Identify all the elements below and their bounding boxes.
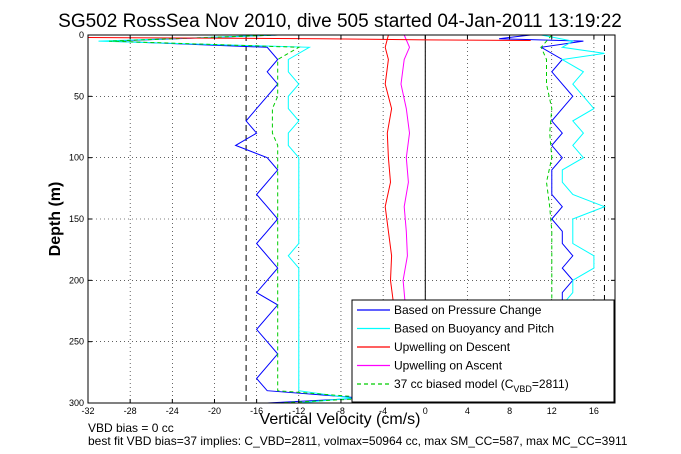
x-tick-label: 12 xyxy=(547,406,557,416)
x-tick-label: -16 xyxy=(250,406,263,416)
legend-label: Upwelling on Ascent xyxy=(394,359,503,373)
series-lines xyxy=(87,34,606,404)
x-axis-label: Vertical Velocity (cm/s) xyxy=(260,411,421,428)
y-axis-label: Depth (m) xyxy=(47,182,64,257)
x-tick-label: 4 xyxy=(465,406,470,416)
x-tick-label: -32 xyxy=(81,406,94,416)
series-line xyxy=(109,34,373,404)
legend-box xyxy=(351,299,615,403)
y-tick-label: 200 xyxy=(69,275,84,285)
series-line xyxy=(98,34,352,404)
y-tick-label: 150 xyxy=(69,214,84,224)
x-tick-label: -12 xyxy=(292,406,305,416)
series-line xyxy=(87,37,531,41)
series-line xyxy=(400,34,411,305)
x-tick-label: 0 xyxy=(423,406,428,416)
x-tick-label: -20 xyxy=(208,406,221,416)
x-tick-label: 8 xyxy=(507,406,512,416)
x-tick-label: 16 xyxy=(589,406,599,416)
legend-label: 37 cc biased model (CVBD=2811) xyxy=(394,377,569,394)
footer-best-fit: best fit VBD bias=37 implies: C_VBD=2811… xyxy=(88,434,628,448)
series-line xyxy=(109,34,363,404)
y-tick-label: 250 xyxy=(69,337,84,347)
series-line xyxy=(540,34,553,305)
x-tick-label: -8 xyxy=(337,406,345,416)
series-line xyxy=(541,34,606,306)
legend: Based on Pressure Change Based on Buoyanc… xyxy=(351,299,615,403)
y-tick-label: 300 xyxy=(69,398,84,408)
x-tick-label: -4 xyxy=(379,406,387,416)
series-line xyxy=(384,34,395,305)
legend-label: Upwelling on Descent xyxy=(394,340,511,354)
x-tick-label: -24 xyxy=(166,406,179,416)
legend-label: Based on Buoyancy and Pitch xyxy=(394,322,554,336)
legend-label: Based on Pressure Change xyxy=(394,303,542,317)
chart-title: SG502 RossSea Nov 2010, dive 505 started… xyxy=(58,11,622,32)
axis-ticks: -32 -28 -24 -20 -16 -12 -8 -4 0 4 8 12 16 0 50 100 150 20… xyxy=(69,30,615,416)
y-tick-label: 50 xyxy=(74,91,84,101)
x-tick-label: -28 xyxy=(124,406,137,416)
y-tick-label: 0 xyxy=(79,30,84,40)
y-tick-label: 100 xyxy=(69,153,84,163)
footer-vbd-bias: VBD bias = 0 cc xyxy=(88,421,174,435)
